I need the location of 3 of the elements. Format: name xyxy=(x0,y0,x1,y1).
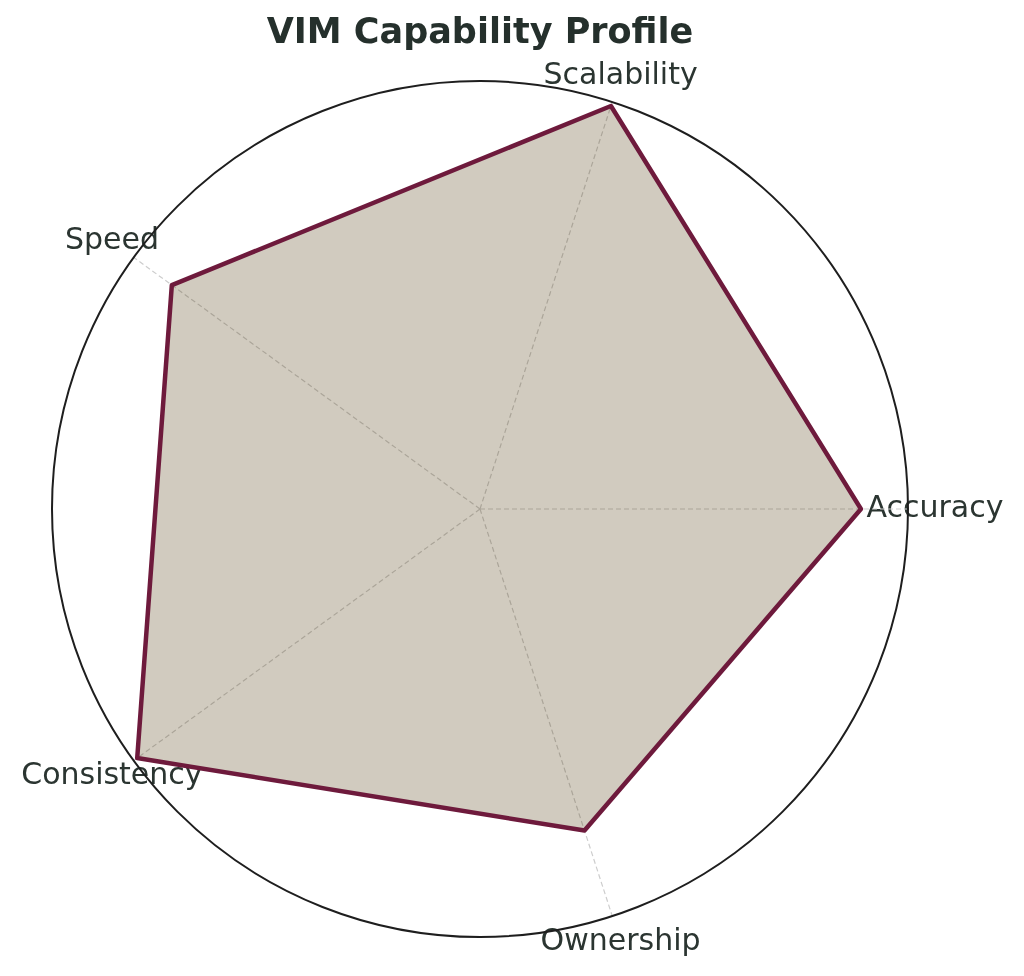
spoke-label: Scalability xyxy=(543,56,698,92)
spoke-label: Ownership xyxy=(540,921,701,957)
chart-title: VIM Capability Profile xyxy=(266,11,694,52)
